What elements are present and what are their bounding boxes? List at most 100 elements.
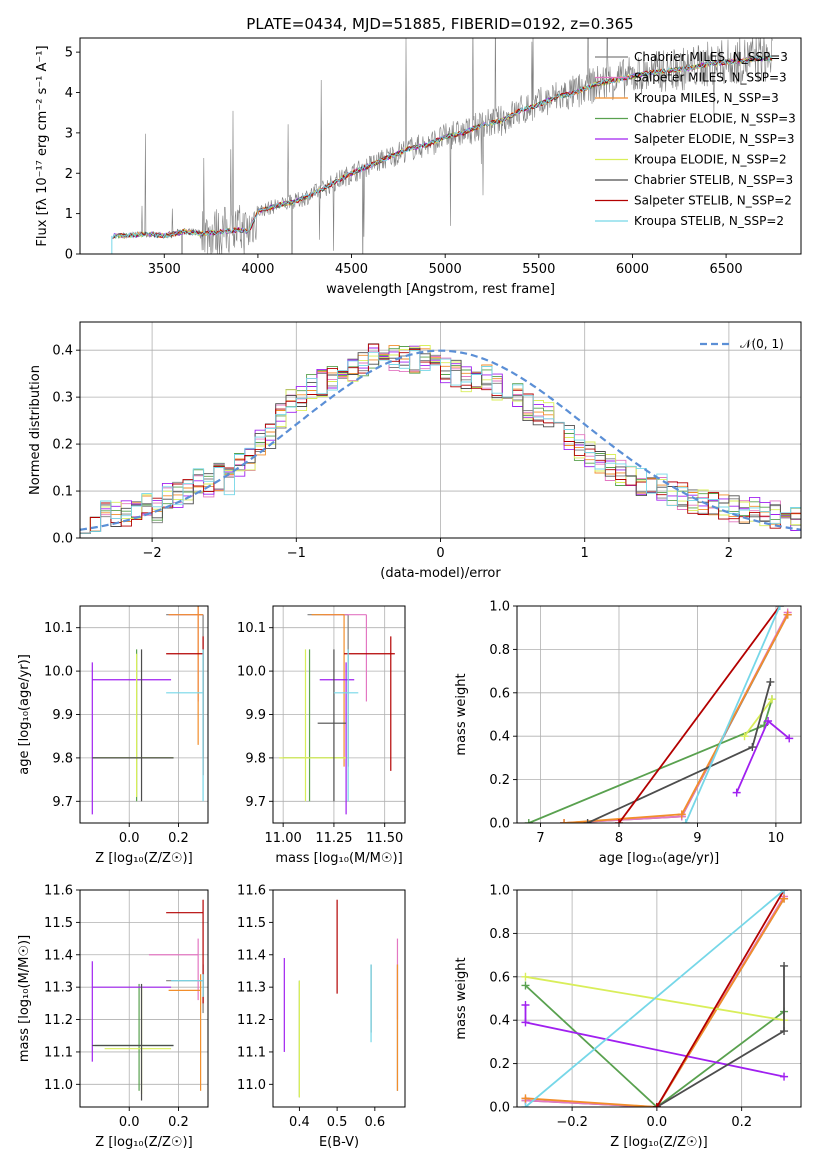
- y-tick-label: 4: [65, 86, 73, 101]
- mass-weight-line: [656, 890, 785, 1107]
- y-tick-label: 0.8: [489, 927, 510, 942]
- y-tick-label: 9.8: [245, 751, 266, 766]
- y-axis-label: Normed distribution: [28, 365, 43, 495]
- y-tick-label: 0.0: [489, 1101, 510, 1116]
- y-tick-label: 10.1: [44, 621, 73, 636]
- x-tick-label: 0.0: [119, 1115, 140, 1130]
- x-axis-label: age [log₁₀(age/yr)]: [599, 851, 720, 866]
- errorbar-point: [344, 636, 395, 771]
- mass-weight-marker: [767, 695, 776, 704]
- mass-weight-marker: [748, 743, 757, 752]
- legend-label: Salpeter MILES, N_SSP=3: [634, 71, 787, 85]
- mass-weight-marker: [521, 972, 530, 981]
- mass-weight-marker: [764, 717, 773, 726]
- x-axis-label: mass [log₁₀(M/M☉)]: [275, 851, 402, 866]
- x-tick-label: 0.0: [647, 1115, 668, 1130]
- mass-weight-marker: [521, 1001, 530, 1010]
- x-tick-label: −2: [143, 546, 162, 561]
- plot-area: [91, 606, 204, 815]
- legend-label: Salpeter ELODIE, N_SSP=3: [634, 132, 795, 146]
- gaussian-curve: [80, 349, 801, 531]
- mass-weight-marker: [524, 819, 533, 823]
- panels: Chabrier MILES, N_SSP=3 Salpeter MILES, N…: [17, 37, 802, 1150]
- mass-weight-marker: [677, 810, 686, 819]
- x-tick-label: 2: [725, 546, 733, 561]
- y-tick-label: 11.0: [237, 1078, 266, 1093]
- mass-weight-marker: [560, 819, 569, 823]
- errorbar-point: [333, 649, 359, 802]
- mass-weight-marker: [521, 1094, 530, 1103]
- x-tick-label: 9: [693, 831, 701, 846]
- y-tick-label: 11.2: [44, 1013, 73, 1028]
- axes-frame: [79, 37, 802, 255]
- errorbar-point: [166, 649, 204, 802]
- x-tick-label: 4000: [241, 262, 274, 277]
- mass-weight-line: [524, 984, 785, 1107]
- y-tick-label: 0.4: [489, 1014, 510, 1029]
- x-tick-label: 0.2: [168, 831, 189, 846]
- plot-area: [524, 606, 794, 823]
- x-tick-label: 4500: [335, 262, 368, 277]
- errorbar-point: [168, 974, 202, 1091]
- panel-massweight_vs_Z: −0.2 0.0 0.2 0.0 0.2 0.4 0.6 0.8 1.0 Z [log₁₀(Z/Z…: [454, 884, 802, 1150]
- x-tick-label: 0.6: [364, 1115, 385, 1130]
- errorbar-point: [317, 649, 347, 802]
- axes-frame: [516, 605, 802, 824]
- x-tick-label: 0.5: [327, 1115, 348, 1130]
- y-tick-label: 0.2: [489, 773, 510, 788]
- plot-area: [279, 614, 395, 815]
- mass-weight-marker: [785, 734, 794, 743]
- y-tick-label: 3: [65, 126, 73, 141]
- mass-weight-marker: [780, 1072, 789, 1081]
- mass-weight-marker: [780, 890, 789, 894]
- x-tick-label: 10: [768, 831, 785, 846]
- mass-weight-marker: [521, 1103, 530, 1107]
- y-tick-label: 0.6: [489, 970, 510, 985]
- y-tick-label: 0.2: [489, 1057, 510, 1072]
- x-tick-label: 6500: [710, 262, 743, 277]
- figure-title: PLATE=0434, MJD=51885, FIBERID=0192, z=0…: [246, 15, 633, 33]
- legend-label: Kroupa ELODIE, N_SSP=2: [634, 153, 787, 167]
- legend-label: Chabrier STELIB, N_SSP=3: [634, 173, 793, 187]
- mass-weight-line: [684, 606, 781, 823]
- y-tick-label: 1.0: [489, 600, 510, 615]
- x-axis-label: Z [log₁₀(Z/Z☉)]: [610, 1135, 707, 1150]
- plot-area: [80, 343, 801, 534]
- mass-weight-marker: [775, 606, 784, 610]
- y-tick-label: 11.1: [237, 1045, 266, 1060]
- y-axis-label: mass weight: [454, 673, 469, 755]
- mass-weight-marker: [681, 819, 690, 823]
- x-tick-label: 0.2: [731, 1115, 752, 1130]
- panel-age_vs_Z: 0.0 0.2 9.7 9.8 9.9 10.0 10.1 Z [log₁₀(Z/Z☉)] ag…: [17, 605, 209, 866]
- mass-weight-marker: [780, 894, 789, 903]
- axes-frame: [79, 889, 209, 1108]
- x-tick-label: 0: [436, 546, 444, 561]
- errorbar-point: [311, 614, 345, 767]
- errorbar-point: [92, 649, 174, 802]
- legend-label: Salpeter STELIB, N_SSP=2: [634, 194, 792, 208]
- mass-weight-marker: [780, 961, 789, 970]
- legend-label: Chabrier ELODIE, N_SSP=3: [634, 112, 796, 126]
- y-tick-label: 10.0: [237, 665, 266, 680]
- mass-weight-marker: [740, 732, 749, 741]
- y-tick-label: 0.4: [489, 730, 510, 745]
- legend: Chabrier MILES, N_SSP=3 Salpeter MILES, N…: [595, 50, 796, 228]
- y-tick-label: 2: [65, 167, 73, 182]
- y-tick-label: 1: [65, 207, 73, 222]
- mass-weight-marker: [521, 981, 530, 990]
- y-tick-label: 0.0: [52, 532, 73, 547]
- plot-area: [521, 890, 789, 1107]
- x-tick-label: 0.4: [289, 1115, 310, 1130]
- x-tick-label: 5500: [522, 262, 555, 277]
- y-axis-label: mass weight: [454, 957, 469, 1039]
- mass-weight-marker: [614, 819, 623, 823]
- x-axis-label: wavelength [Angstrom, rest frame]: [326, 282, 555, 297]
- y-tick-label: 0.4: [52, 344, 73, 359]
- mass-weight-marker: [521, 1018, 530, 1027]
- y-tick-label: 0.3: [52, 391, 73, 406]
- x-tick-label: 11.00: [265, 831, 302, 846]
- x-tick-label: −1: [287, 546, 306, 561]
- x-tick-label: 8: [615, 831, 623, 846]
- x-tick-label: 11.25: [315, 831, 352, 846]
